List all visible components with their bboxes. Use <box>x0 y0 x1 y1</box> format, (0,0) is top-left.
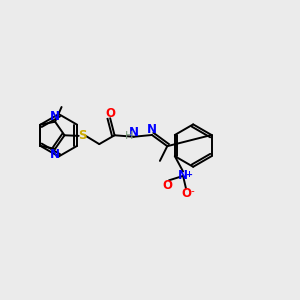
Text: N: N <box>50 148 60 160</box>
Text: S: S <box>78 129 86 142</box>
Text: O: O <box>105 107 115 120</box>
Text: N: N <box>147 124 157 136</box>
Text: O: O <box>163 179 172 192</box>
Text: -: - <box>190 187 194 196</box>
Text: O: O <box>181 187 191 200</box>
Text: +: + <box>185 170 193 179</box>
Text: N: N <box>50 110 60 123</box>
Text: H: H <box>124 131 133 142</box>
Text: N: N <box>178 169 188 182</box>
Text: N: N <box>129 125 139 139</box>
